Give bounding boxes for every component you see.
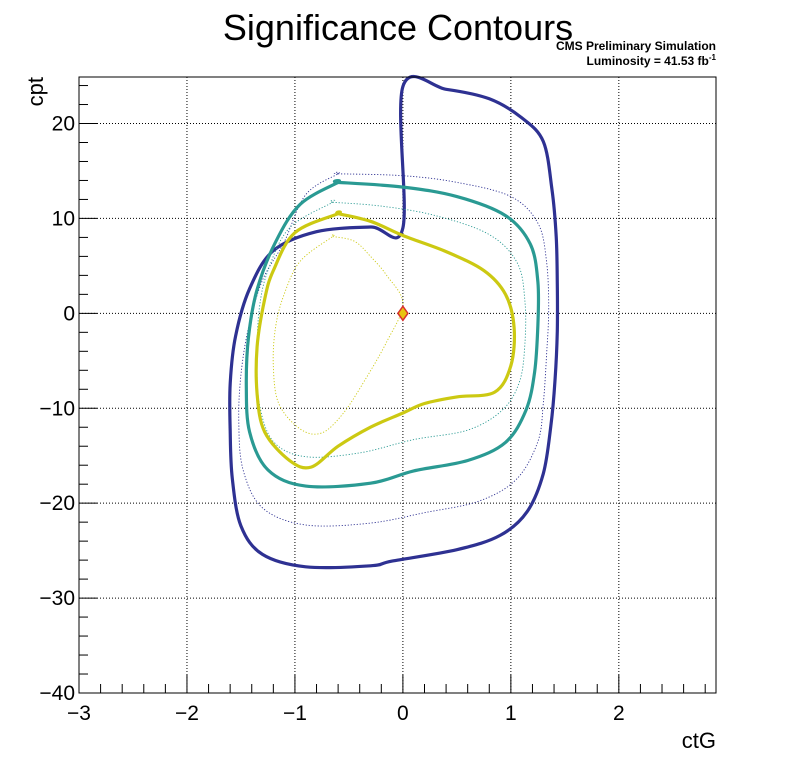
contour-line-thin <box>256 199 527 458</box>
axis-ticks <box>78 85 706 694</box>
contour-line-thick <box>228 74 560 570</box>
y-tick-label: −30 <box>39 587 75 610</box>
y-tick-label: 10 <box>52 207 75 230</box>
x-tick-label: −3 <box>67 702 91 725</box>
x-tick-label: −2 <box>175 702 199 725</box>
x-tick-label: −1 <box>283 702 307 725</box>
contour-lines <box>228 74 560 570</box>
contour-line-thin <box>272 233 404 435</box>
luminosity-text: Luminosity = 41.53 fb <box>587 54 709 68</box>
y-tick-label: −10 <box>39 397 75 420</box>
x-tick-label: 1 <box>505 702 517 725</box>
y-tick-label: −40 <box>39 682 75 705</box>
chart-title: Significance Contours <box>223 7 573 48</box>
experiment-label: CMS Preliminary Simulation <box>556 39 716 53</box>
x-tick-label: 2 <box>613 702 625 725</box>
best-fit-marker <box>396 305 409 322</box>
x-axis-label: ctG <box>682 728 716 753</box>
x-tick-label: 0 <box>397 702 409 725</box>
y-tick-label: −20 <box>39 492 75 515</box>
y-tick-label: 0 <box>63 302 75 325</box>
y-tick-label: 20 <box>52 113 75 136</box>
contour-line-thick <box>244 178 541 489</box>
best-fit-layer <box>396 305 409 322</box>
contour-line-thick <box>254 210 517 470</box>
contour-line-thin <box>238 171 550 527</box>
luminosity-exponent: -1 <box>709 53 717 62</box>
y-axis-label: cpt <box>23 77 48 106</box>
luminosity-label: Luminosity = 41.53 fb-1 <box>587 53 717 68</box>
plot-frame <box>78 76 717 694</box>
grid-lines <box>79 77 716 693</box>
